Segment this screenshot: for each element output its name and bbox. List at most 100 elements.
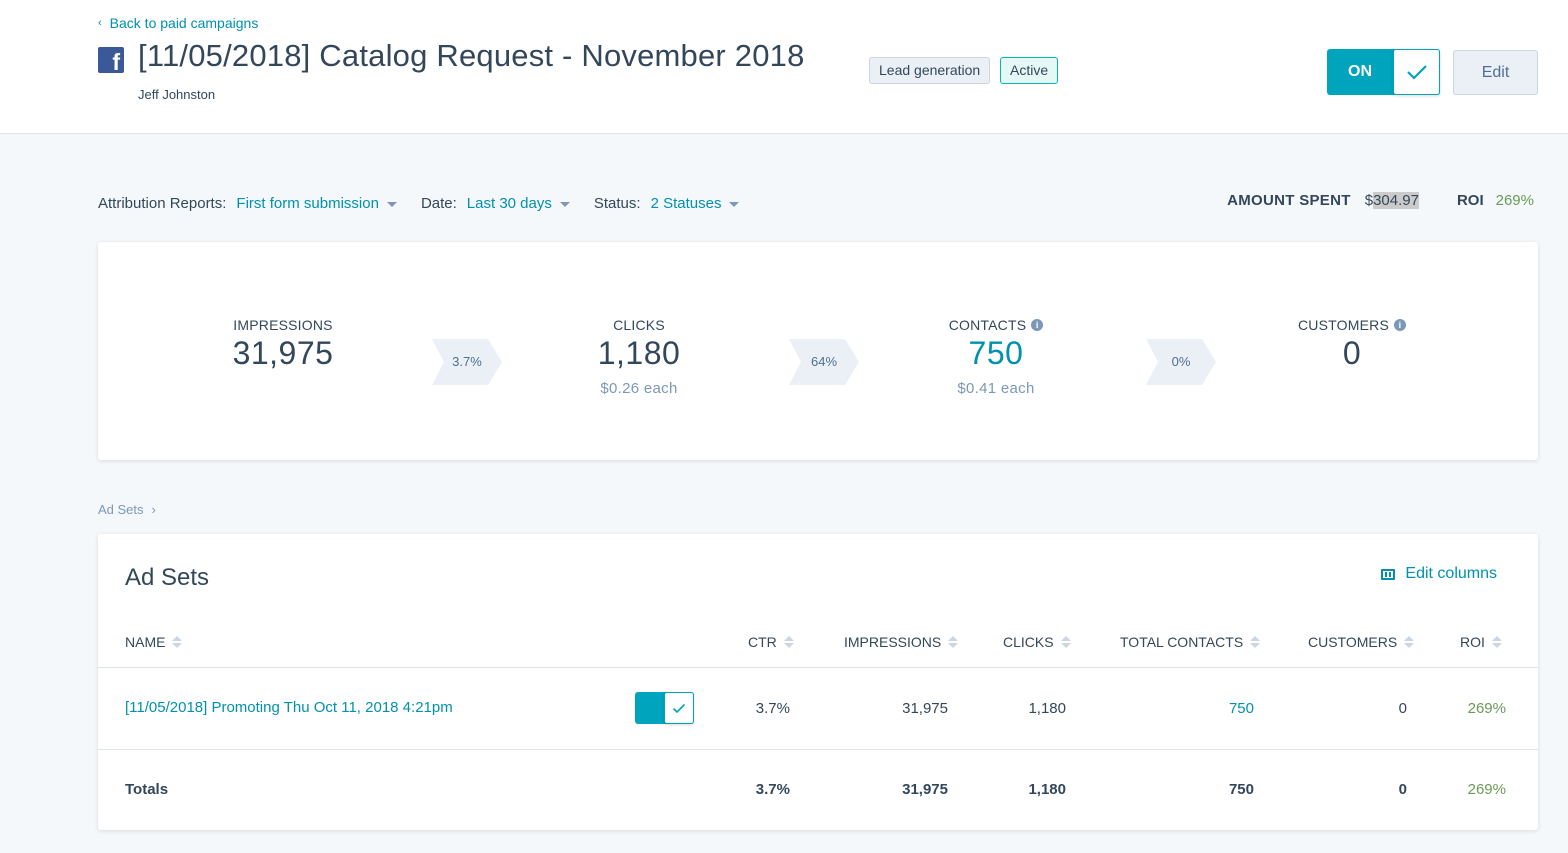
breadcrumb-ad-sets: Ad Sets <box>98 502 144 517</box>
column-header-total-contacts[interactable]: TOTAL CONTACTS <box>1120 634 1261 650</box>
clicks-metric: CLICKS 1,180 $0.26 each <box>519 317 759 397</box>
customers-label: CUSTOMERS i <box>1232 317 1472 333</box>
facebook-icon: f <box>98 47 124 73</box>
sort-icon <box>172 636 183 648</box>
back-link-label: Back to paid campaigns <box>109 15 259 31</box>
campaign-header: ‹ Back to paid campaigns f [11/05/2018] … <box>0 0 1568 134</box>
status-dropdown[interactable]: 2 Statuses <box>651 195 740 212</box>
column-label: IMPRESSIONS <box>844 634 942 650</box>
column-label: CTR <box>748 634 777 650</box>
edit-button[interactable]: Edit <box>1453 50 1538 95</box>
totals-clicks: 1,180 <box>1028 781 1066 798</box>
goal-tag: Lead generation <box>869 57 991 84</box>
toggle-label: ON <box>1348 63 1372 80</box>
date-value: Last 30 days <box>466 194 552 212</box>
roi-label: ROI <box>1456 192 1484 209</box>
sort-icon <box>1404 636 1415 648</box>
clicks-label-text: CLICKS <box>613 317 665 333</box>
page-title: [11/05/2018] Catalog Request - November … <box>138 38 805 73</box>
date-label: Date: <box>420 194 457 212</box>
caret-down-icon <box>729 201 740 207</box>
column-header-clicks[interactable]: CLICKS <box>1003 634 1071 650</box>
breadcrumb[interactable]: Ad Sets › <box>98 502 156 517</box>
sort-icon <box>948 636 959 648</box>
column-header-ctr[interactable]: CTR <box>748 634 794 650</box>
row-clicks: 1,180 <box>1028 700 1066 717</box>
check-icon <box>1406 65 1427 80</box>
contacts-label: CONTACTS i <box>876 317 1116 333</box>
column-header-customers[interactable]: CUSTOMERS <box>1308 634 1415 650</box>
customer-rate: 0% <box>1171 354 1191 369</box>
ad-sets-title: Ad Sets <box>125 564 210 591</box>
funnel-arrow: 3.7% <box>432 339 502 385</box>
totals-label: Totals <box>125 781 169 798</box>
cost-per-click: $0.26 each <box>600 380 678 397</box>
sort-icon <box>1060 636 1071 648</box>
row-customers: 0 <box>1398 700 1407 717</box>
back-to-campaigns-link[interactable]: ‹ Back to paid campaigns <box>98 15 258 31</box>
edit-columns-button[interactable]: Edit columns <box>1381 565 1497 583</box>
contacts-metric: CONTACTS i 750 $0.41 each <box>876 317 1116 397</box>
date-dropdown[interactable]: Last 30 days <box>467 195 570 212</box>
column-label: NAME <box>125 634 166 650</box>
amount-spent-label: AMOUNT SPENT <box>1227 192 1351 209</box>
amount-spent-number: 304.97 <box>1373 192 1419 209</box>
impressions-label-text: IMPRESSIONS <box>233 317 333 333</box>
currency-symbol: $ <box>1364 192 1374 209</box>
customers-value: 0 <box>1342 335 1362 371</box>
impressions-metric: IMPRESSIONS 31,975 <box>163 317 403 372</box>
row-impressions: 31,975 <box>902 700 948 717</box>
clicks-value: 1,180 <box>597 335 681 371</box>
status-badge: Active <box>1000 57 1059 84</box>
columns-icon <box>1381 568 1396 580</box>
totals-roi: 269% <box>1467 781 1506 798</box>
ad-set-name-link[interactable]: [11/05/2018] Promoting Thu Oct 11, 2018 … <box>125 699 453 716</box>
campaign-owner: Jeff Johnston <box>138 87 216 102</box>
customers-label-text: CUSTOMERS <box>1298 317 1389 333</box>
ad-set-toggle[interactable] <box>635 692 694 724</box>
totals-impressions: 31,975 <box>902 781 948 798</box>
divider <box>98 667 1538 668</box>
attribution-dropdown[interactable]: First form submission <box>236 195 397 212</box>
campaign-on-toggle[interactable]: ON <box>1327 49 1440 95</box>
row-total-contacts[interactable]: 750 <box>1228 700 1254 717</box>
toggle-knob <box>664 692 694 724</box>
amount-spent-value: $304.97 <box>1365 192 1419 209</box>
totals-ctr: 3.7% <box>755 781 790 798</box>
impressions-value: 31,975 <box>232 335 334 371</box>
edit-columns-label: Edit columns <box>1405 565 1497 582</box>
row-ctr: 3.7% <box>755 700 790 717</box>
ad-sets-card: Ad Sets Edit columns NAME CTR IMPRESSION… <box>98 534 1538 830</box>
contacts-value[interactable]: 750 <box>968 335 1024 371</box>
ctr-rate: 3.7% <box>452 354 482 369</box>
caret-down-icon <box>559 201 570 207</box>
cost-per-contact: $0.41 each <box>957 380 1035 397</box>
clicks-label: CLICKS <box>519 317 759 333</box>
filter-bar: Attribution Reports: First form submissi… <box>98 192 763 214</box>
customers-metric: CUSTOMERS i 0 <box>1232 317 1472 372</box>
chevron-right-icon: › <box>151 502 156 517</box>
column-label: ROI <box>1460 634 1485 650</box>
totals-total-contacts: 750 <box>1228 781 1254 798</box>
chevron-left-icon: ‹ <box>98 17 102 29</box>
column-header-roi[interactable]: ROI <box>1460 634 1502 650</box>
sort-icon <box>783 636 794 648</box>
info-icon[interactable]: i <box>1031 319 1044 331</box>
divider <box>98 749 1538 750</box>
caret-down-icon <box>386 201 397 207</box>
totals-customers: 0 <box>1398 781 1407 798</box>
info-icon[interactable]: i <box>1394 319 1406 331</box>
attribution-label: Attribution Reports: <box>98 194 227 212</box>
attribution-value: First form submission <box>236 194 379 212</box>
column-label: CLICKS <box>1003 634 1054 650</box>
status-value: 2 Statuses <box>650 194 722 212</box>
column-header-name[interactable]: NAME <box>125 634 183 650</box>
sort-icon <box>1491 636 1502 648</box>
column-header-impressions[interactable]: IMPRESSIONS <box>844 634 959 650</box>
status-label: Status: <box>593 194 641 212</box>
conversion-rate: 64% <box>810 354 838 369</box>
row-roi: 269% <box>1467 700 1506 717</box>
funnel-arrow: 64% <box>789 339 859 385</box>
funnel-arrow: 0% <box>1146 339 1216 385</box>
column-label: CUSTOMERS <box>1308 634 1398 650</box>
